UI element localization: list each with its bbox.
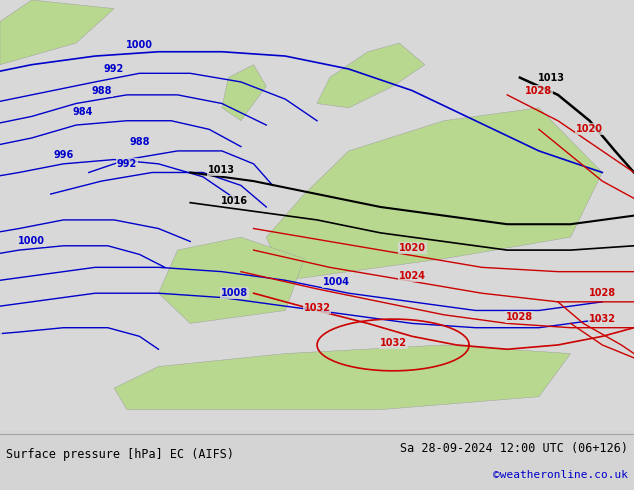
Text: 1000: 1000 xyxy=(126,40,153,50)
Text: 992: 992 xyxy=(117,159,137,169)
Text: 1032: 1032 xyxy=(304,303,330,313)
Text: 1032: 1032 xyxy=(589,314,616,324)
FancyBboxPatch shape xyxy=(0,0,634,431)
Text: 1012: 1012 xyxy=(0,331,1,342)
Text: 996: 996 xyxy=(53,150,74,160)
Text: 984: 984 xyxy=(72,107,93,117)
Text: 1013: 1013 xyxy=(209,165,235,175)
Polygon shape xyxy=(158,237,304,323)
Text: 1008: 1008 xyxy=(221,288,248,298)
Text: 1000: 1000 xyxy=(18,237,45,246)
Text: 988: 988 xyxy=(91,86,112,96)
Text: 1028: 1028 xyxy=(589,288,616,298)
Polygon shape xyxy=(222,65,266,121)
Polygon shape xyxy=(114,345,571,410)
Polygon shape xyxy=(317,43,425,108)
Text: 1024: 1024 xyxy=(399,271,425,281)
Text: 1020: 1020 xyxy=(399,243,425,253)
Text: 1020: 1020 xyxy=(576,124,603,134)
Polygon shape xyxy=(0,0,114,65)
Text: 1032: 1032 xyxy=(380,338,406,348)
Text: 1004: 1004 xyxy=(323,277,349,288)
Text: 1013: 1013 xyxy=(538,73,565,83)
Text: 988: 988 xyxy=(129,137,150,147)
Text: 1028: 1028 xyxy=(526,86,552,96)
Text: Sa 28-09-2024 12:00 UTC (06+126): Sa 28-09-2024 12:00 UTC (06+126) xyxy=(399,442,628,455)
Text: 1016: 1016 xyxy=(221,196,248,205)
Polygon shape xyxy=(266,108,602,280)
Text: 1028: 1028 xyxy=(507,312,533,322)
Text: 992: 992 xyxy=(104,64,124,74)
Text: Surface pressure [hPa] EC (AIFS): Surface pressure [hPa] EC (AIFS) xyxy=(6,448,235,461)
Text: ©weatheronline.co.uk: ©weatheronline.co.uk xyxy=(493,470,628,480)
